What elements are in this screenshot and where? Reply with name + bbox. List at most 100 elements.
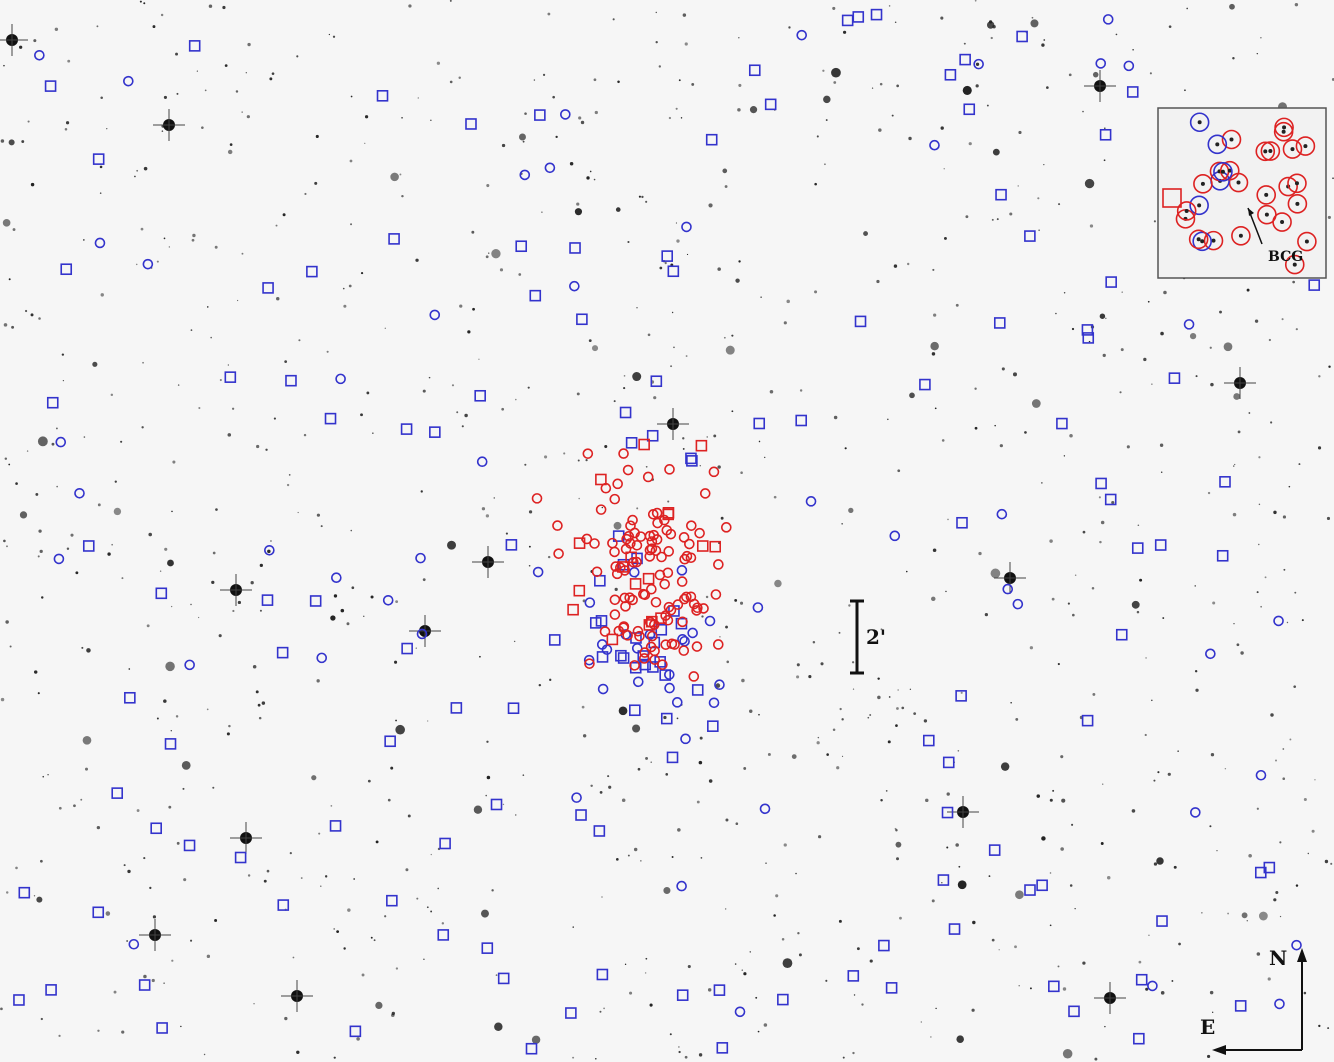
star [1232, 512, 1237, 517]
compass-east-arrow [1212, 1045, 1226, 1055]
star [135, 263, 138, 266]
star [107, 552, 111, 556]
star [163, 95, 167, 99]
star [879, 82, 883, 86]
circle-marker [316, 652, 328, 664]
circle-marker [1183, 319, 1195, 330]
circle-marker [1147, 980, 1158, 992]
circle-marker [607, 537, 618, 549]
star [1282, 777, 1286, 781]
star [1167, 772, 1171, 776]
star [1233, 465, 1235, 467]
star [237, 600, 242, 605]
square-marker [593, 825, 606, 837]
star [257, 703, 261, 707]
star [963, 42, 966, 45]
star [773, 495, 777, 499]
star [808, 675, 812, 679]
star [1092, 71, 1099, 78]
inset-galaxy [1229, 137, 1234, 142]
star [887, 740, 891, 744]
star [261, 701, 266, 705]
star [1131, 809, 1136, 813]
star [578, 497, 580, 500]
star [1275, 759, 1277, 762]
star [907, 262, 910, 266]
circle-marker [613, 625, 625, 637]
circle-marker [664, 669, 675, 680]
star [1049, 872, 1052, 874]
star [420, 490, 423, 493]
star [1149, 72, 1152, 75]
inset-galaxy [1295, 201, 1300, 206]
square-marker [497, 972, 510, 985]
square-marker [764, 98, 777, 111]
star [167, 559, 174, 567]
star [920, 1021, 922, 1023]
star [1201, 912, 1203, 914]
star [1327, 1027, 1330, 1030]
star [1143, 357, 1147, 362]
star [30, 182, 35, 187]
square-marker [596, 968, 609, 981]
star [586, 176, 590, 180]
star [8, 139, 15, 146]
star [1283, 568, 1286, 571]
square-marker [569, 242, 581, 254]
star [175, 52, 178, 56]
star [1072, 613, 1075, 617]
star [427, 720, 429, 722]
star [678, 1046, 680, 1048]
square-marker [617, 561, 629, 573]
star [1041, 836, 1046, 841]
star [1092, 692, 1096, 696]
star [514, 398, 517, 401]
star [486, 775, 491, 780]
circle-marker [679, 553, 690, 565]
star [758, 713, 760, 716]
star [986, 21, 995, 29]
star [576, 202, 580, 206]
star [1043, 164, 1045, 166]
circle-marker [629, 660, 640, 671]
star [931, 352, 936, 356]
square-marker [705, 133, 718, 146]
star [190, 603, 192, 606]
star [947, 518, 949, 521]
star [1260, 37, 1262, 39]
star [1303, 798, 1307, 802]
star [667, 500, 670, 503]
star [494, 1022, 503, 1031]
square-marker [615, 649, 627, 662]
star [1041, 43, 1045, 47]
star [430, 910, 433, 913]
star [1100, 520, 1105, 525]
square-marker [1081, 714, 1094, 727]
circle-marker [1274, 117, 1294, 138]
circle-marker [532, 566, 544, 578]
star [253, 1003, 255, 1005]
star [686, 253, 689, 256]
circle-marker [599, 626, 611, 637]
star [127, 869, 131, 874]
star [838, 919, 842, 923]
circle-marker [1002, 583, 1014, 595]
star [430, 853, 432, 856]
circle-marker [650, 596, 662, 608]
star [55, 427, 58, 430]
star [743, 767, 747, 770]
star [73, 804, 76, 808]
star [832, 728, 836, 731]
circle-marker [664, 682, 675, 694]
square-marker [548, 634, 561, 646]
star [171, 959, 174, 962]
star [863, 231, 868, 237]
star [180, 1025, 182, 1028]
star [774, 579, 782, 588]
star [713, 434, 717, 438]
square-marker [525, 1042, 538, 1055]
star [473, 805, 483, 814]
star [975, 62, 980, 66]
star [471, 230, 475, 234]
